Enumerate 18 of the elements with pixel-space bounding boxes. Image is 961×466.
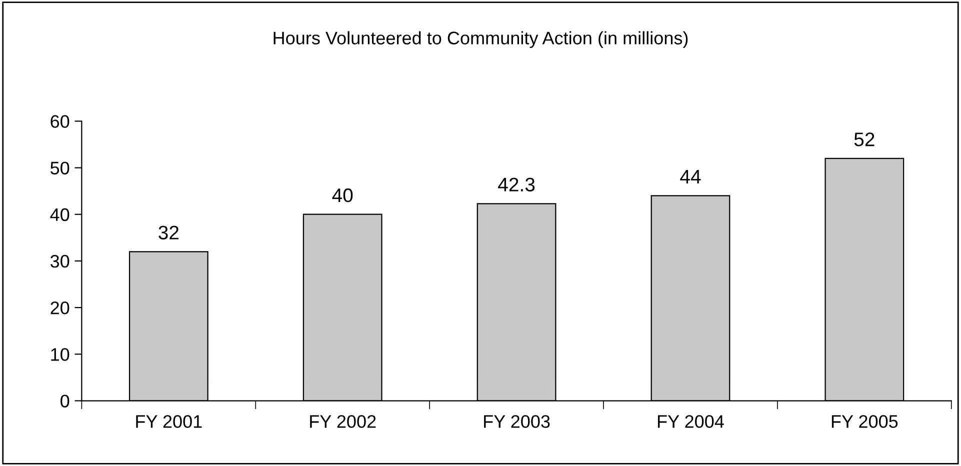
data-label: 42.3 bbox=[498, 178, 535, 192]
y-tick-label: 10 bbox=[51, 348, 70, 361]
y-tick-label: 30 bbox=[50, 254, 70, 268]
data-label: 52 bbox=[854, 132, 874, 146]
x-tick-label: FY 2001 bbox=[136, 415, 202, 428]
x-tick-label: FY 2004 bbox=[658, 415, 724, 428]
x-tick-label: FY 2005 bbox=[832, 415, 898, 428]
y-tick-label: 0 bbox=[60, 394, 70, 408]
y-tick-label: 20 bbox=[50, 301, 70, 314]
y-tick-label: 50 bbox=[50, 162, 70, 174]
data-label: 40 bbox=[332, 188, 353, 202]
x-tick-label: FY 2003 bbox=[484, 415, 550, 428]
y-tick-label: 60 bbox=[50, 115, 70, 128]
data-label: 32 bbox=[158, 226, 178, 240]
chart-title: Hours Volunteered to Community Action (in millions) bbox=[274, 31, 688, 48]
y-tick-label: 40 bbox=[50, 208, 70, 222]
x-tick-label: FY 2002 bbox=[310, 415, 376, 428]
data-label: 44 bbox=[680, 170, 701, 184]
